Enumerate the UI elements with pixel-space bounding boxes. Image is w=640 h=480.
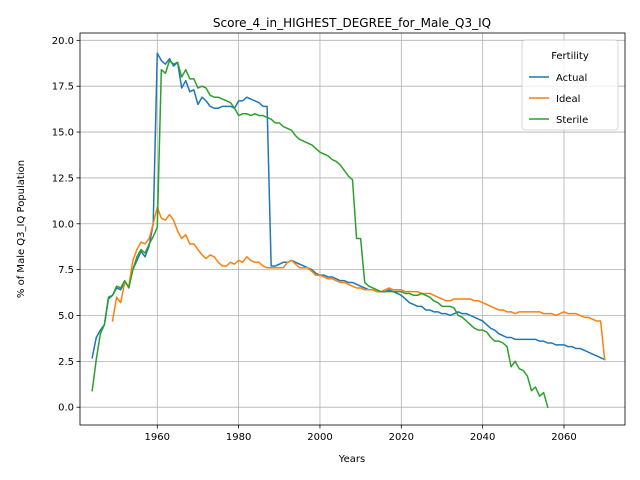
legend-label-sterile: Sterile [556,115,588,126]
series-layer [91,52,606,409]
legend-box [521,39,619,131]
x-axis-label: Years [338,454,365,465]
x-tick-label: 2040 [470,432,495,443]
x-tick-label: 2020 [389,432,414,443]
grid [80,33,625,425]
y-tick-label: 7.5 [58,265,74,276]
chart-title: Score_4_in_HIGHEST_DEGREE_for_Male_Q3_IQ [213,16,491,30]
y-tick-label: 5.0 [58,311,74,322]
y-tick-label: 0.0 [58,403,74,414]
y-tick-label: 10.0 [52,219,74,230]
y-tick-label: 17.5 [52,82,74,93]
y-tick-label: 15.0 [52,128,74,139]
series-line-sterile [91,59,549,409]
x-tick-label: 2060 [551,432,576,443]
y-tick-label: 2.5 [58,357,74,368]
x-axis: 1960 1980 2000 2020 2040 2060 [145,425,577,443]
legend: Fertility Actual Ideal Sterile [521,39,619,131]
x-tick-label: 2000 [307,432,332,443]
y-axis: 0.0 2.5 5.0 7.5 10.0 12.5 15.0 17.5 20.0 [52,36,80,414]
legend-label-actual: Actual [556,73,587,84]
plot-frame [79,32,626,426]
legend-title: Fertility [551,51,589,62]
x-tick-label: 1980 [226,432,251,443]
y-tick-label: 20.0 [52,36,74,47]
x-tick-label: 1960 [145,432,170,443]
series-line-ideal [111,206,606,361]
legend-label-ideal: Ideal [556,94,580,105]
y-axis-label: % of Male Q3_IQ Population [16,160,27,298]
y-tick-label: 12.5 [52,173,74,184]
